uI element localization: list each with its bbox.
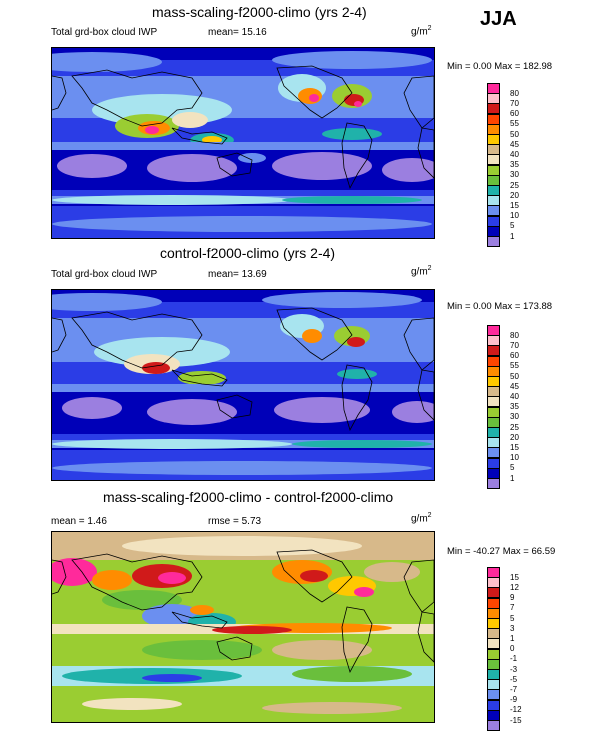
colorbar-label: -3 bbox=[510, 664, 518, 674]
colorbar-label: -1 bbox=[510, 654, 518, 664]
panel-2-title: control-f2000-climo (yrs 2-4) bbox=[160, 245, 336, 261]
colorbar-label: 5 bbox=[510, 463, 515, 473]
colorbar-label: 40 bbox=[510, 149, 519, 159]
colorbar-label: 70 bbox=[510, 340, 519, 350]
colorbar-swatch bbox=[487, 720, 500, 731]
colorbar-label: 50 bbox=[510, 129, 519, 139]
colorbar-label: 25 bbox=[510, 422, 519, 432]
panel-3-title: mass-scaling-f2000-climo - control-f2000… bbox=[103, 489, 394, 505]
panel-1-minmax: Min = 0.00 Max = 182.98 bbox=[447, 61, 553, 72]
colorbar-label: -15 bbox=[510, 715, 522, 725]
panel-3-field bbox=[52, 532, 434, 722]
panel-2-field bbox=[52, 290, 434, 480]
panel-3-mean: mean = 1.46 bbox=[51, 516, 107, 527]
panel-3-rmse: rmse = 5.73 bbox=[208, 516, 262, 527]
colorbar-label: 9 bbox=[510, 593, 515, 603]
colorbar-label: 30 bbox=[510, 412, 519, 422]
colorbar-label: 10 bbox=[510, 211, 519, 221]
season-label: JJA bbox=[480, 8, 517, 30]
panel-1-mean: mean= 15.16 bbox=[208, 27, 267, 38]
colorbar-label: 15 bbox=[510, 442, 519, 452]
colorbar-label: 35 bbox=[510, 160, 519, 170]
colorbar-label: 35 bbox=[510, 402, 519, 412]
panel-3-units: g/m2 bbox=[411, 512, 432, 525]
colorbar-label: -7 bbox=[510, 684, 518, 694]
panel-2-units: g/m2 bbox=[411, 265, 432, 278]
colorbar-label: 25 bbox=[510, 180, 519, 190]
colorbar-label: -12 bbox=[510, 705, 522, 715]
colorbar-label: 70 bbox=[510, 98, 519, 108]
colorbar-label: 10 bbox=[510, 453, 519, 463]
colorbar-label: 20 bbox=[510, 432, 519, 442]
colorbar-swatch bbox=[487, 236, 500, 247]
colorbar-label: 80 bbox=[510, 88, 519, 98]
colorbar-label: 45 bbox=[510, 381, 519, 391]
panel-2-map bbox=[51, 289, 435, 481]
panel-1-title: mass-scaling-f2000-climo (yrs 2-4) bbox=[152, 4, 367, 20]
colorbar-label: 5 bbox=[510, 613, 515, 623]
colorbar-label: 80 bbox=[510, 330, 519, 340]
panel-2-mean: mean= 13.69 bbox=[208, 269, 267, 280]
panel-3-minmax: Min = -40.27 Max = 66.59 bbox=[447, 546, 556, 557]
colorbar-label: 55 bbox=[510, 119, 519, 129]
panel-1-map bbox=[51, 47, 435, 239]
colorbar-swatch bbox=[487, 478, 500, 489]
panel-2-variable-label: Total grd-box cloud IWP bbox=[51, 269, 158, 280]
colorbar-label: 45 bbox=[510, 139, 519, 149]
colorbar-label: 3 bbox=[510, 623, 515, 633]
panel-2-minmax: Min = 0.00 Max = 173.88 bbox=[447, 301, 553, 312]
colorbar-label: -5 bbox=[510, 674, 518, 684]
colorbar-label: 40 bbox=[510, 391, 519, 401]
colorbar-label: 15 bbox=[510, 200, 519, 210]
colorbar-label: 1 bbox=[510, 231, 515, 241]
colorbar-label: 55 bbox=[510, 361, 519, 371]
colorbar-label: 5 bbox=[510, 221, 515, 231]
colorbar-label: 15 bbox=[510, 572, 519, 582]
colorbar-label: -9 bbox=[510, 695, 518, 705]
colorbar-label: 0 bbox=[510, 644, 515, 654]
panel-1-variable-label: Total grd-box cloud IWP bbox=[51, 27, 158, 38]
colorbar-label: 1 bbox=[510, 633, 515, 643]
colorbar-label: 1 bbox=[510, 473, 515, 483]
panel-3-map bbox=[51, 531, 435, 723]
colorbar-label: 60 bbox=[510, 351, 519, 361]
colorbar-label: 60 bbox=[510, 109, 519, 119]
colorbar-label: 50 bbox=[510, 371, 519, 381]
panel-1-units: g/m2 bbox=[411, 25, 432, 38]
colorbar-label: 7 bbox=[510, 603, 515, 613]
colorbar-label: 12 bbox=[510, 582, 519, 592]
colorbar-label: 20 bbox=[510, 190, 519, 200]
panel-1-field bbox=[52, 48, 434, 238]
colorbar-label: 30 bbox=[510, 170, 519, 180]
